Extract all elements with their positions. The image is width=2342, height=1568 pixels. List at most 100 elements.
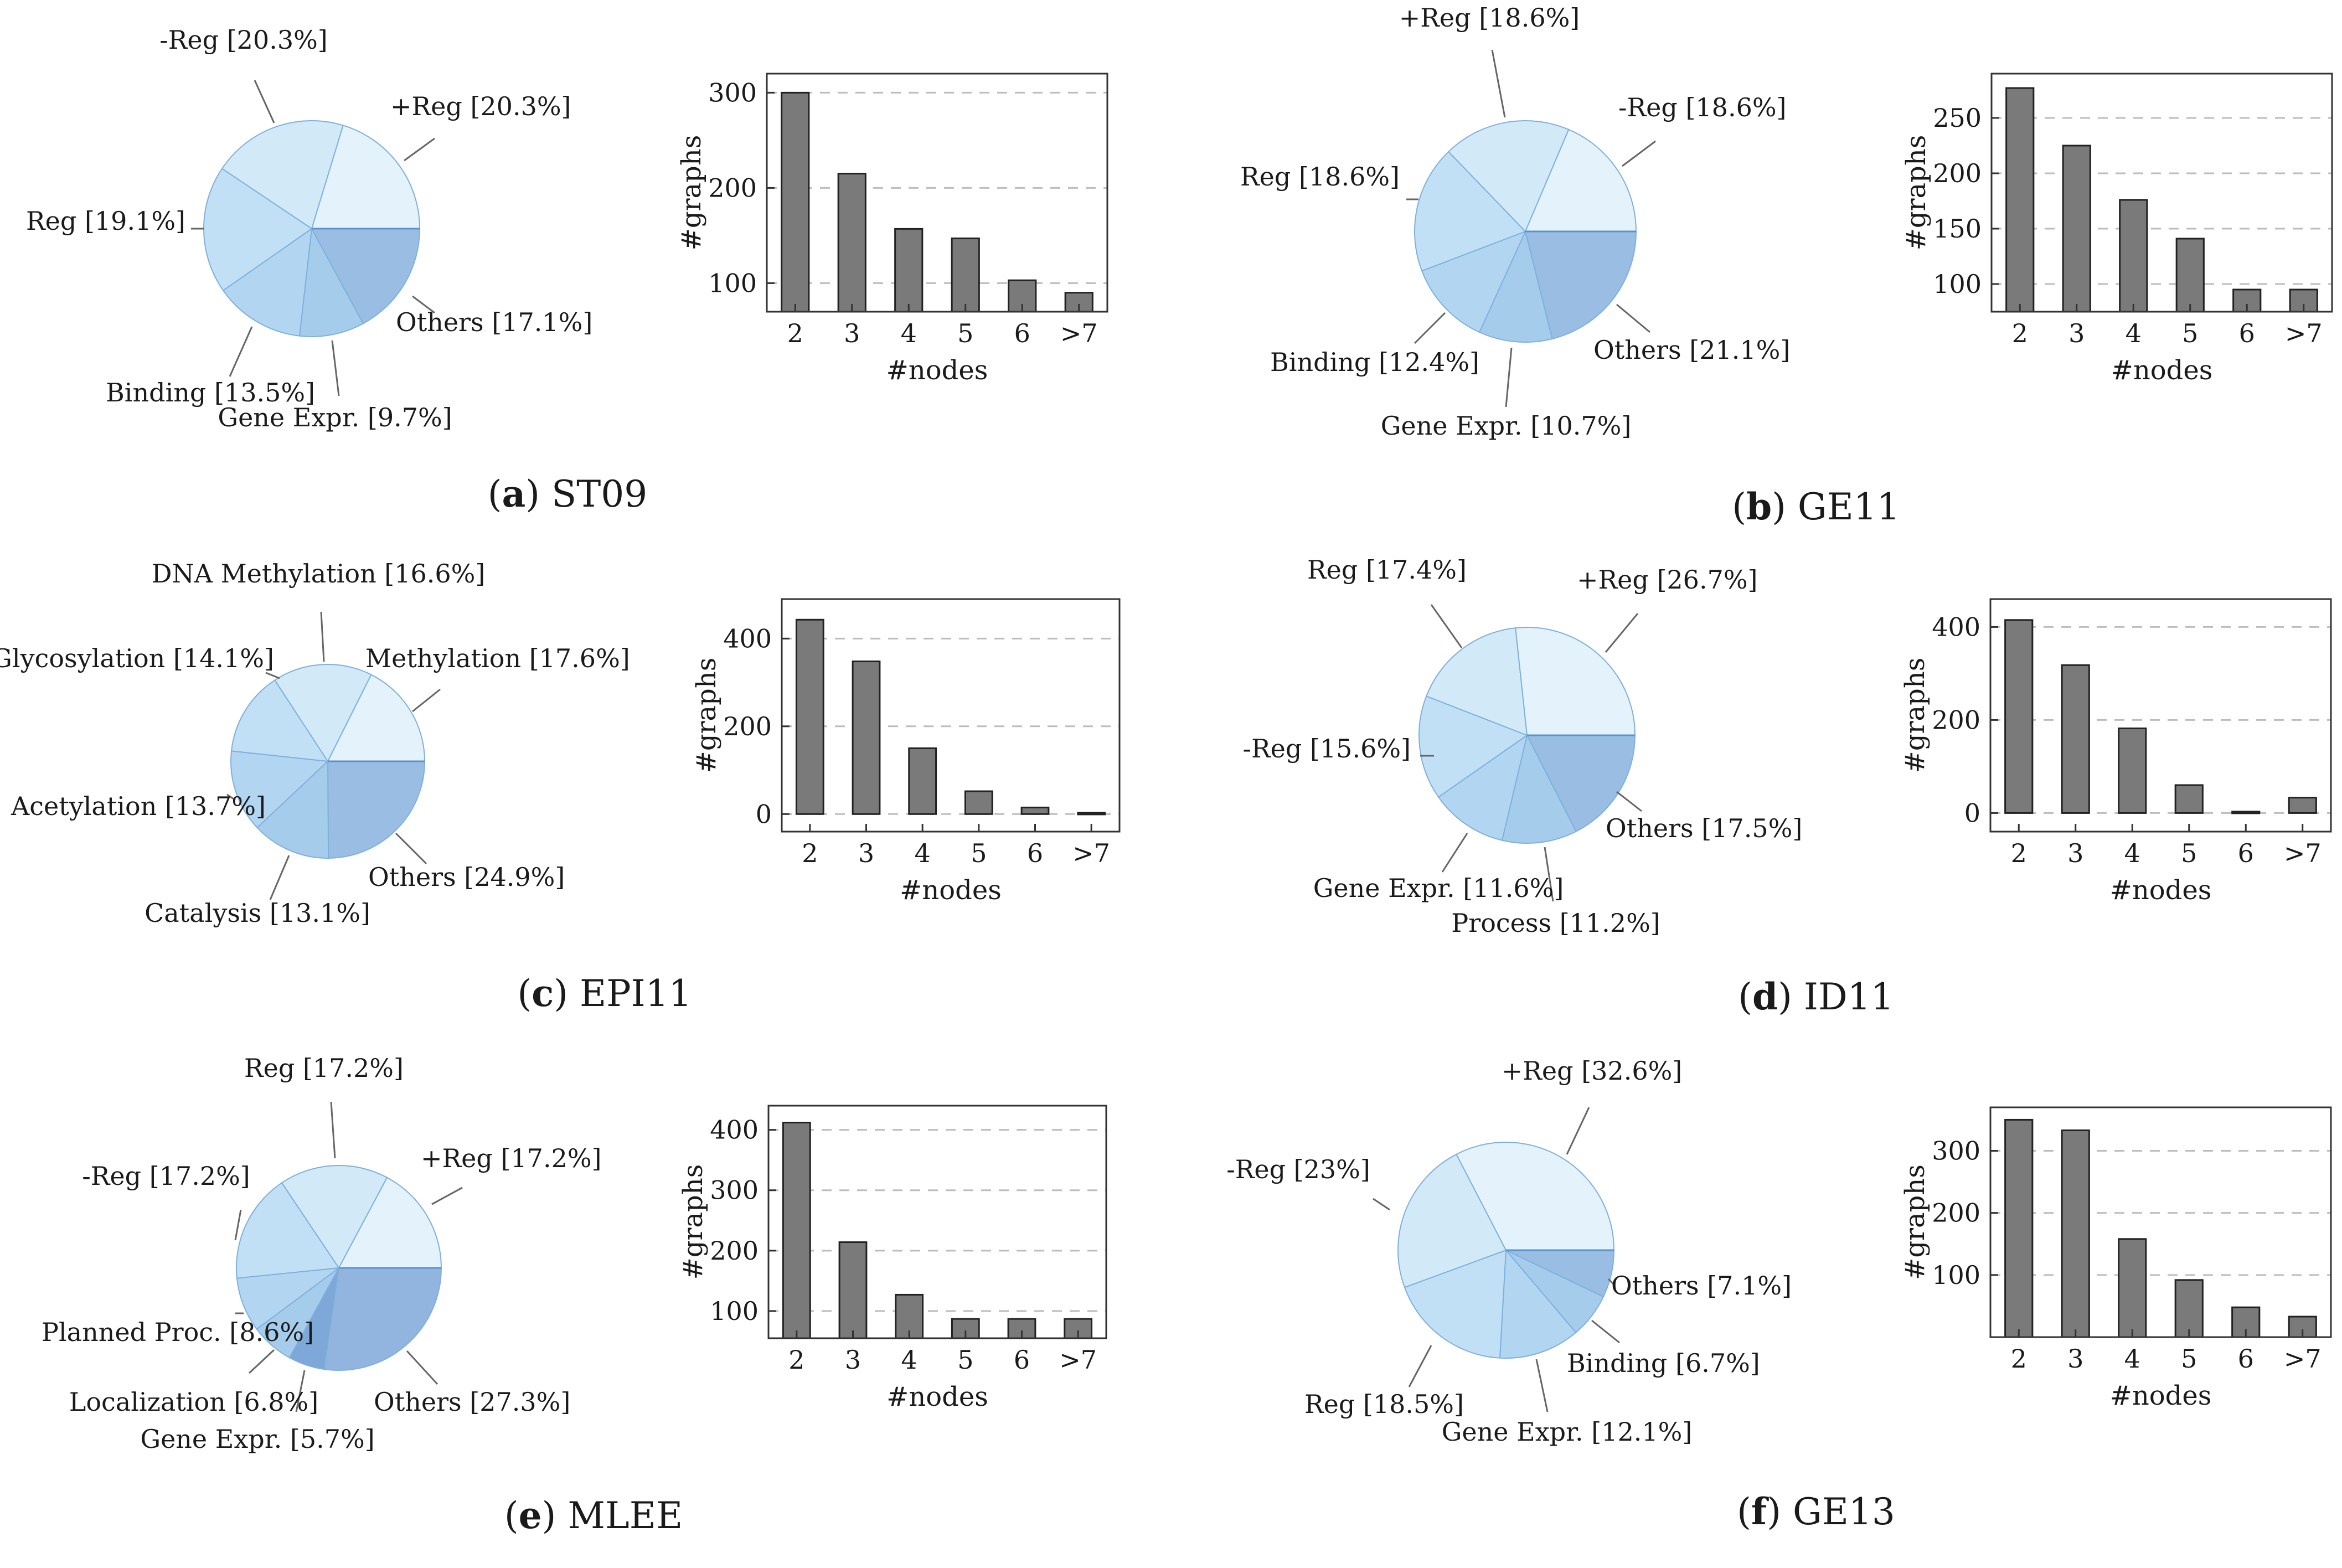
bar-a-frame [766,73,1108,313]
bar-a-xtick-0: 2 [787,318,803,348]
bar-d-bar-1 [2061,664,2090,814]
caption-c: (c) EPI11 [517,972,692,1015]
bar-b-ytick-1: 150 [1933,214,1982,244]
pie-c-leader-1 [269,855,290,900]
bar-b-ytick-3: 250 [1933,103,1982,133]
bar-a-bar-0 [781,91,810,313]
bar-c-xtick-0: 2 [802,838,818,868]
bar-c-xtick-2: 4 [915,838,931,868]
bar-f-frame [1989,1106,2332,1338]
pie-e-leader-1 [295,1370,306,1412]
bar-c-xtick-4: 6 [1027,838,1043,868]
pie-d-label-0: Others [17.5%] [1606,813,1802,843]
pie-f-label-1: Binding [6.7%] [1567,1348,1760,1378]
pie-f-leader-2 [1535,1359,1549,1412]
bar-d-bar-5 [2288,797,2317,814]
caption-b: (b) GE11 [1732,485,1900,528]
pie-f-leader-0 [1607,1278,1615,1286]
pie-e-slice-6 [338,1177,442,1268]
bar-c-bar-1 [852,661,881,815]
pie-d-leader-1 [1544,847,1554,902]
pie-b-label-5: -Reg [18.6%] [1618,92,1787,122]
pie-f-slice-4 [1397,1153,1507,1288]
pie-f-leader-3 [1408,1345,1432,1388]
pie-e-leader-5 [330,1101,336,1159]
pie-f-leader-4 [1373,1198,1390,1211]
bar-a-xlabel: #nodes [886,355,988,386]
bar-d-ytick-0: 0 [1964,798,1980,828]
bar-f-xtick-3: 5 [2181,1344,2197,1374]
bar-c-bar-2 [908,747,937,815]
bar-e-xtick-0: 2 [788,1345,804,1375]
caption-f: (f) GE13 [1737,1490,1895,1533]
bar-e-frame [767,1105,1107,1339]
pie-b-slice-4 [1447,120,1570,233]
pie-e-label-3: Planned Proc. [8.6%] [42,1317,314,1347]
bar-d-ytick-1: 200 [1932,705,1980,735]
bar-c-bar-0 [795,618,824,815]
pie-c-slice-3 [230,679,329,762]
pie-d-slice-0 [1526,735,1636,833]
bar-a-xtick-3: 5 [957,318,973,348]
bar-b-xtick-3: 5 [2182,318,2198,348]
pie-e-slice-4 [236,1182,340,1279]
pie-d-leader-4 [1430,604,1463,648]
pie-f-leader-1 [1591,1319,1620,1344]
pie-a-label-3: Reg [19.1%] [26,206,185,236]
pie-b-label-4: +Reg [18.6%] [1399,3,1580,33]
bar-a-bar-1 [837,173,866,313]
bar-d-bar-3 [2174,784,2204,814]
bar-b-xtick-1: 3 [2068,318,2085,348]
bar-e-ytick-2: 300 [710,1175,759,1205]
bar-f-xtick-4: 6 [2238,1344,2254,1374]
bar-f-bar-2 [2118,1238,2147,1338]
pie-d-slice-1 [1501,734,1577,844]
pie-a-slice-2 [222,227,313,337]
pie-c-label-2: Acetylation [13.7%] [11,791,266,821]
pie-a-leader-1 [331,340,340,396]
pie-c-leader-0 [395,832,427,865]
pie-a-label-5: +Reg [20.3%] [390,91,571,121]
bar-b-ylabel: #graphs [1901,135,1932,251]
pie-b-slice-1 [1478,229,1553,343]
bar-e-ytick-1: 200 [710,1236,759,1266]
pie-b-leader-1 [1505,347,1513,408]
pie-d-label-2: Gene Expr. [11.6%] [1313,873,1564,903]
bar-d-xtick-2: 4 [2124,838,2140,868]
bar-a-xtick-2: 4 [901,318,917,348]
bar-a-bar-5 [1064,292,1093,313]
pie-d-slice-3 [1418,695,1529,798]
bar-e-xtick-4: 6 [1014,1345,1030,1375]
pie-a-slice-1 [298,226,364,337]
bar-d-frame [1989,598,2332,833]
bar-c-ytick-0: 0 [756,799,772,829]
bar-a-xtick-5: >7 [1060,318,1098,348]
pie-f-label-3: Reg [18.5%] [1304,1389,1464,1419]
pie-c-slice-5 [327,674,426,762]
pie-a-slice-4 [221,120,344,230]
pie-e-label-1: Gene Expr. [5.7%] [140,1424,374,1454]
bar-c-ytick-2: 400 [723,623,772,653]
bar-a-ytick-0: 100 [708,268,757,298]
pie-a-leader-2 [229,326,253,377]
pie-b-slice-5 [1524,128,1637,232]
bar-c-bar-3 [964,790,993,815]
pie-c-leader-4 [320,611,325,662]
pie-e-leader-6 [431,1187,463,1205]
bar-a-xtick-1: 3 [844,318,860,348]
bar-c-ytick-1: 200 [723,711,772,741]
pie-b-slice-2 [1421,230,1526,333]
pie-a-leader-0 [412,295,435,314]
bar-b-bar-0 [2005,87,2035,313]
bar-f-ylabel: #graphs [1900,1164,1931,1280]
bar-a-ytick-2: 300 [708,78,757,107]
pie-d-slice-4 [1425,627,1528,736]
bar-e-ylabel: #graphs [678,1164,709,1280]
pie-c-label-3: Glycosylation [14.1%] [0,643,274,673]
pie-a-slice-5 [311,125,421,229]
pie-f-label-5: +Reg [32.6%] [1502,1056,1683,1086]
bar-b-xtick-4: 6 [2239,318,2255,348]
bar-e-bar-3 [951,1318,980,1339]
bar-c-bar-5 [1077,812,1106,816]
bar-d-bar-2 [2118,728,2147,814]
